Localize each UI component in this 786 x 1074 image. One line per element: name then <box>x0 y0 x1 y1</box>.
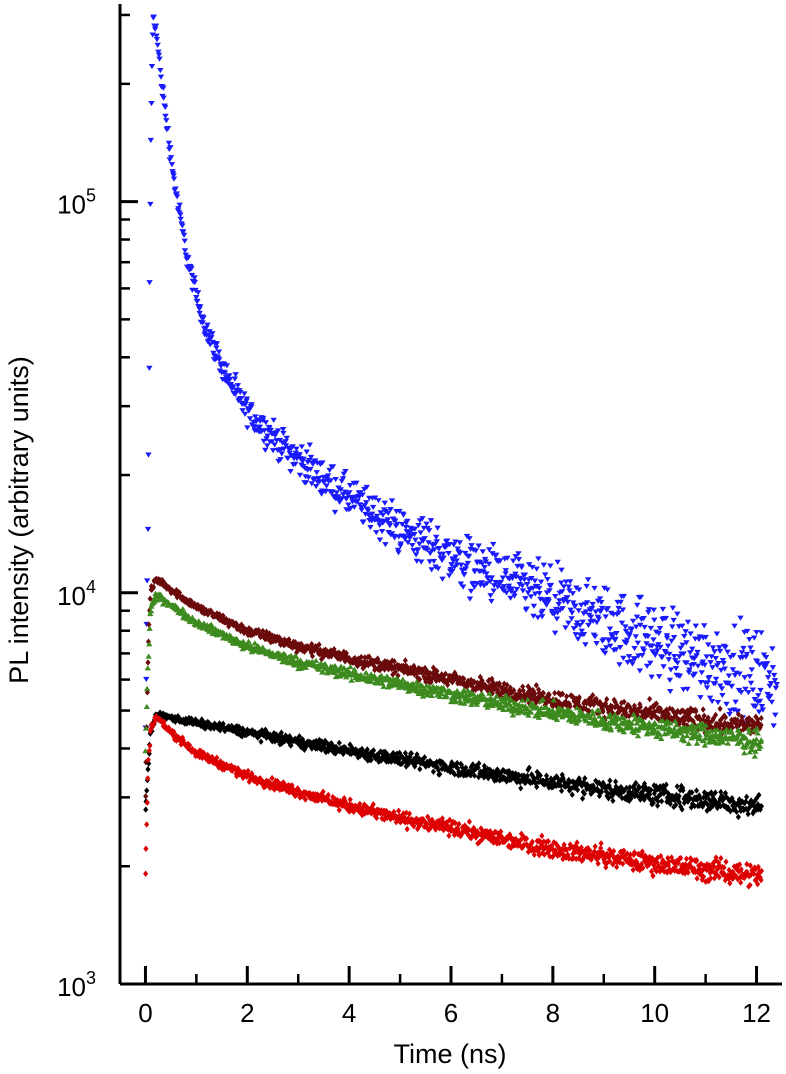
data-marks <box>142 14 780 890</box>
series-2 <box>142 590 765 759</box>
y-tick-label: 103 <box>57 968 96 1002</box>
x-tick-label: 0 <box>138 998 152 1028</box>
y-tick-label-base: 10 <box>57 972 86 1002</box>
x-tick-label: 8 <box>546 998 560 1028</box>
y-tick-label-exponent: 3 <box>86 968 96 988</box>
y-tick-label-exponent: 4 <box>86 577 96 597</box>
series-0-points <box>142 14 780 731</box>
series-4 <box>143 713 765 890</box>
series-4-points <box>143 713 765 890</box>
x-tick-label: 2 <box>240 998 254 1028</box>
y-tick-label: 105 <box>57 186 96 220</box>
series-2-points <box>142 590 765 759</box>
y-tick-label-base: 10 <box>57 190 86 220</box>
y-tick-label: 104 <box>57 577 96 611</box>
y-tick-label-base: 10 <box>57 581 86 611</box>
x-tick-label: 12 <box>742 998 771 1028</box>
series-3-points <box>143 709 765 821</box>
y-tick-label-exponent: 5 <box>86 186 96 206</box>
x-tick-label: 4 <box>342 998 356 1028</box>
x-axis-title: Time (ns) <box>394 1039 507 1069</box>
axes <box>118 4 782 986</box>
ticks <box>120 13 759 986</box>
series-0 <box>142 14 780 731</box>
x-tick-label: 10 <box>640 998 669 1028</box>
x-tick-label: 6 <box>444 998 458 1028</box>
series-3 <box>143 709 765 821</box>
y-axis-title: PL intensity (arbitrary units) <box>4 356 34 684</box>
